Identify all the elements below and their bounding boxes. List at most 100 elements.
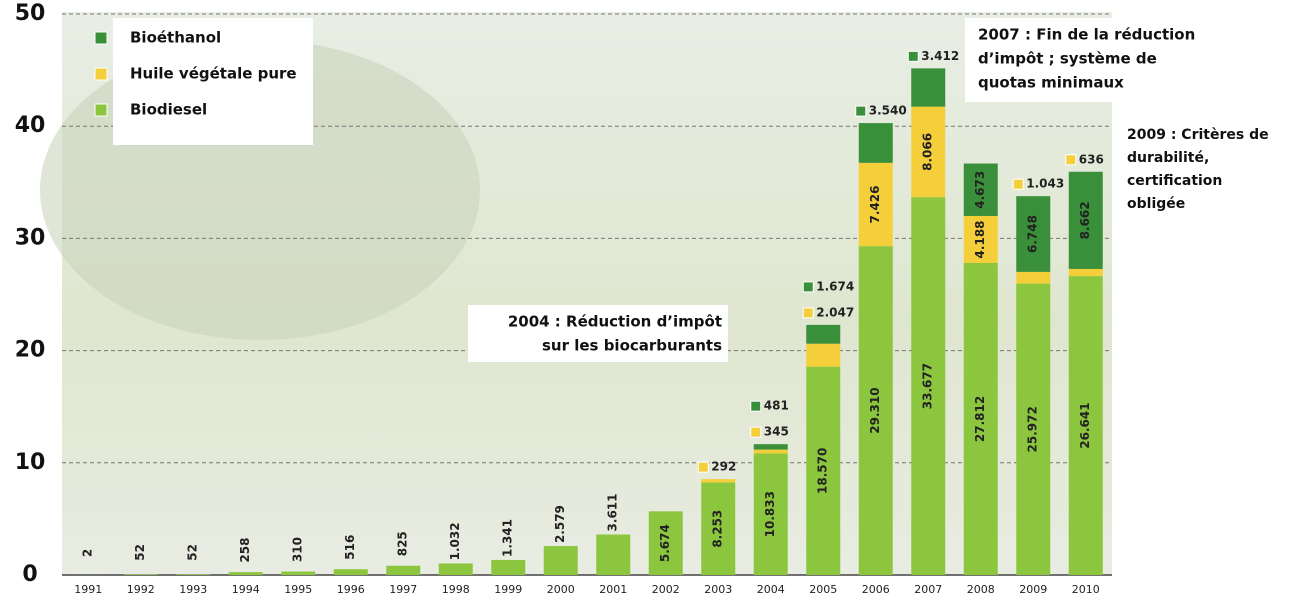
bar-segment bbox=[806, 324, 841, 344]
data-label: 345 bbox=[764, 425, 789, 439]
annotation-box bbox=[468, 305, 728, 362]
data-label: 292 bbox=[711, 460, 736, 474]
bar-segment bbox=[753, 453, 788, 575]
x-tick-label: 2003 bbox=[704, 583, 732, 596]
x-tick-label: 1992 bbox=[127, 583, 155, 596]
x-tick-label: 2010 bbox=[1072, 583, 1100, 596]
legend-box bbox=[113, 18, 313, 145]
annotation: obligée bbox=[1127, 196, 1185, 212]
annotation: sur les biocarburants bbox=[542, 337, 722, 355]
bar-segment bbox=[1016, 196, 1051, 272]
annotation-box bbox=[965, 18, 1220, 102]
bar-segment bbox=[1068, 171, 1103, 269]
y-tick-label: 50 bbox=[15, 1, 46, 26]
bar-segment bbox=[543, 546, 578, 575]
x-tick-label: 1999 bbox=[494, 583, 522, 596]
bar-segment bbox=[176, 574, 211, 575]
data-label: 3.611 bbox=[606, 494, 620, 532]
data-label: 1.341 bbox=[501, 519, 515, 557]
bar-segment bbox=[123, 574, 158, 575]
x-tick-label: 2006 bbox=[862, 583, 890, 596]
data-label: 29.310 bbox=[868, 387, 882, 433]
x-tick-label: 1996 bbox=[337, 583, 365, 596]
bar-segment bbox=[963, 262, 998, 575]
x-tick-label: 2007 bbox=[914, 583, 942, 596]
annotation: d’impôt ; système de bbox=[978, 50, 1157, 68]
label-swatch bbox=[697, 461, 709, 473]
annotation: certification bbox=[1127, 173, 1222, 189]
x-tick-label: 2008 bbox=[967, 583, 995, 596]
x-tick-label: 1998 bbox=[442, 583, 470, 596]
bar-segment bbox=[701, 479, 736, 483]
bar-segment bbox=[228, 572, 263, 575]
data-label: 2.047 bbox=[816, 305, 854, 319]
bar-segment bbox=[858, 246, 893, 576]
data-label: 27.812 bbox=[973, 396, 987, 442]
data-label: 258 bbox=[238, 538, 252, 563]
data-label: 6.748 bbox=[1026, 215, 1040, 253]
data-label: 8.662 bbox=[1078, 201, 1092, 239]
bar-segment bbox=[596, 534, 631, 575]
bar-segment bbox=[806, 343, 841, 367]
data-label: 5.674 bbox=[658, 524, 672, 562]
data-label: 7.426 bbox=[868, 185, 882, 223]
data-label: 310 bbox=[291, 537, 305, 562]
annotation: 2007 : Fin de la réduction bbox=[978, 26, 1195, 44]
data-label: 825 bbox=[396, 531, 410, 556]
bar-segment bbox=[333, 569, 368, 575]
annotation: quotas minimaux bbox=[978, 74, 1124, 92]
label-swatch bbox=[907, 50, 919, 62]
x-tick-label: 1997 bbox=[389, 583, 417, 596]
data-label: 4.188 bbox=[973, 220, 987, 258]
data-label: 636 bbox=[1079, 152, 1104, 166]
bar-segment bbox=[963, 163, 998, 216]
data-label: 10.833 bbox=[763, 491, 777, 537]
data-label: 52 bbox=[133, 544, 147, 561]
bar-segment bbox=[911, 197, 946, 576]
bar-segment bbox=[701, 482, 736, 575]
bar-segment bbox=[963, 215, 998, 263]
y-tick-label: 30 bbox=[15, 225, 46, 250]
legend-swatch bbox=[94, 31, 108, 45]
y-tick-label: 40 bbox=[15, 113, 46, 138]
data-label: 516 bbox=[343, 535, 357, 560]
bar-segment bbox=[1068, 276, 1103, 575]
data-label: 4.673 bbox=[973, 171, 987, 209]
bar-segment bbox=[911, 68, 946, 107]
bar-segment bbox=[1068, 268, 1103, 277]
bar-segment bbox=[386, 565, 421, 575]
legend-swatch bbox=[94, 103, 108, 117]
x-tick-label: 2001 bbox=[599, 583, 627, 596]
label-swatch bbox=[750, 400, 762, 412]
y-tick-label: 10 bbox=[15, 450, 46, 475]
data-label: 25.972 bbox=[1026, 406, 1040, 452]
x-tick-label: 1991 bbox=[74, 583, 102, 596]
annotation: 2009 : Critères de bbox=[1127, 127, 1269, 143]
data-label: 2 bbox=[81, 549, 95, 557]
label-swatch bbox=[802, 307, 814, 319]
annotation: durabilité, bbox=[1127, 150, 1209, 166]
label-swatch bbox=[750, 426, 762, 438]
annotation: 2004 : Réduction d’impôt bbox=[508, 313, 722, 331]
bar-segment bbox=[858, 123, 893, 163]
x-tick-label: 1994 bbox=[232, 583, 260, 596]
bar-segment bbox=[753, 444, 788, 450]
data-label: 3.540 bbox=[869, 104, 907, 118]
bar-segment bbox=[648, 511, 683, 575]
label-swatch bbox=[855, 105, 867, 117]
bar-segment bbox=[1016, 283, 1051, 575]
data-label: 8.066 bbox=[921, 133, 935, 171]
data-label: 52 bbox=[186, 544, 200, 561]
x-tick-label: 1993 bbox=[179, 583, 207, 596]
data-label: 18.570 bbox=[816, 448, 830, 494]
legend-label: Huile végétale pure bbox=[130, 65, 297, 83]
label-swatch bbox=[1012, 178, 1024, 190]
data-label: 8.253 bbox=[711, 510, 725, 548]
data-label: 2.579 bbox=[553, 505, 567, 543]
y-tick-label: 0 bbox=[22, 562, 37, 587]
data-label: 481 bbox=[764, 399, 789, 413]
x-tick-label: 2005 bbox=[809, 583, 837, 596]
bar-segment bbox=[753, 449, 788, 454]
data-label: 3.412 bbox=[921, 49, 959, 63]
